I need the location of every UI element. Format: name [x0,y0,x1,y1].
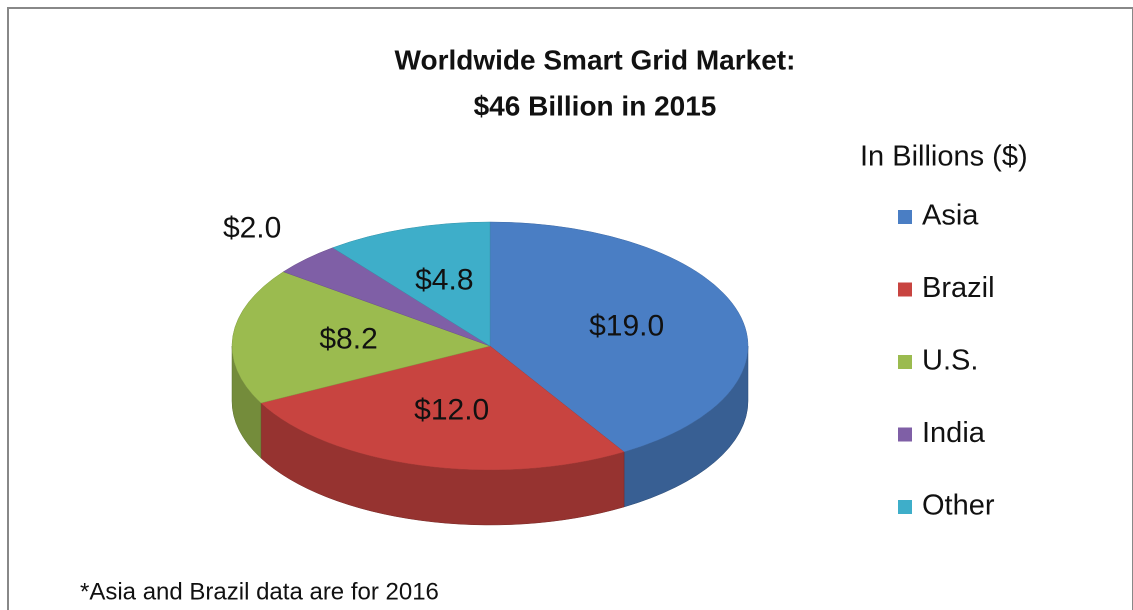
data-label: $12.0 [414,394,489,427]
chart-frame [7,7,1133,610]
footnote: *Asia and Brazil data are for 2016 [80,578,439,605]
chart-subtitle: $46 Billion in 2015 [474,90,717,121]
pie-slice [489,221,749,508]
data-label: $4.8 [415,263,473,296]
data-label: $19.0 [589,310,664,343]
legend-swatch [898,282,912,297]
legend-swatch [898,500,912,514]
slice-top [332,221,491,347]
chart-title: Worldwide Smart Grid Market: [395,44,796,75]
pie-slice [332,221,491,347]
slice-top [489,221,749,453]
legend-label: Other [922,490,995,522]
legend-label: India [922,417,986,449]
slice-top [231,271,491,404]
legend-label: U.S. [922,345,978,377]
legend-label: Asia [922,200,979,232]
legend-swatch [898,427,912,442]
legend-swatch [898,210,912,224]
legend-title: In Billions ($) [860,141,1028,173]
data-label: $2.0 [223,211,281,244]
pie-slice [231,271,491,459]
data-label: $8.2 [319,322,377,355]
legend-swatch [898,355,912,369]
legend-label: Brazil [922,272,995,304]
slice-top [260,345,625,471]
